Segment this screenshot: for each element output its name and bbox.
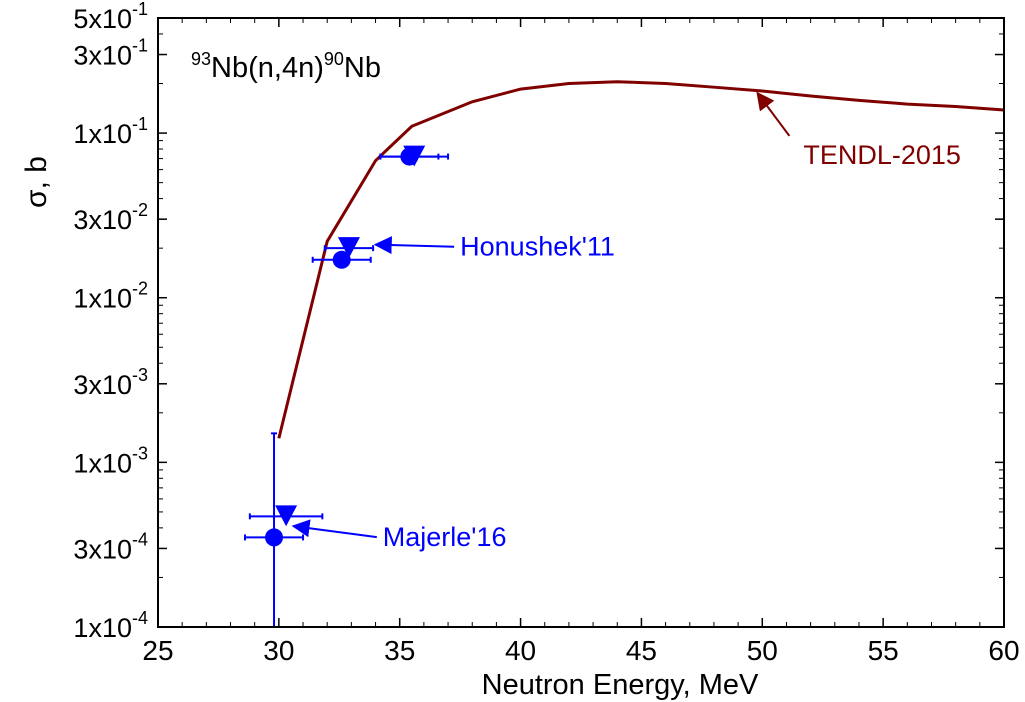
data-point-triangle bbox=[275, 505, 298, 527]
annotations: TENDL-2015 Honushek'11 Majerle'16 bbox=[291, 91, 961, 552]
data-point-circle bbox=[400, 147, 419, 166]
annotation-label: Honushek'11 bbox=[460, 232, 615, 262]
reaction-label-product: Nb bbox=[344, 52, 381, 84]
x-tick-label: 25 bbox=[142, 635, 173, 666]
x-axis-label: Neutron Energy, MeV bbox=[482, 669, 759, 701]
y-tick-label: 1x10-3 bbox=[73, 443, 148, 478]
x-tick-label: 35 bbox=[384, 635, 415, 666]
y-axis-label: σ, b bbox=[20, 156, 53, 208]
x-tick-label: 55 bbox=[868, 635, 899, 666]
plot-frame bbox=[157, 17, 1005, 628]
x-tick-label: 50 bbox=[747, 635, 778, 666]
reaction-label-post-superscript: 90 bbox=[324, 49, 344, 69]
y-tick-label: 3x10-3 bbox=[73, 365, 148, 400]
annotation-arrow bbox=[291, 519, 377, 539]
x-tick-label: 30 bbox=[263, 635, 294, 666]
y-tick-label: 3x10-2 bbox=[73, 200, 148, 235]
x-tick-label: 45 bbox=[626, 635, 657, 666]
annotation-label: TENDL-2015 bbox=[803, 140, 961, 170]
y-tick-label: 3x10-4 bbox=[73, 529, 148, 564]
y-tick-label: 1x10-1 bbox=[73, 114, 148, 149]
data-point-triangle bbox=[337, 237, 360, 259]
reaction-label: 93Nb(n,4n)90Nb bbox=[191, 49, 381, 84]
x-tick-label: 60 bbox=[988, 635, 1019, 666]
annotation-arrow bbox=[373, 236, 455, 255]
x-axis: 25 30 35 40 45 50 55 60 bbox=[142, 18, 1020, 666]
series-line-tendl bbox=[277, 80, 1005, 439]
y-tick-label: 5x10-1 bbox=[73, 0, 148, 34]
y-tick-label: 3x10-1 bbox=[73, 36, 148, 71]
y-tick-label: 1x10-4 bbox=[73, 608, 148, 643]
reaction-label-pre-superscript: 93 bbox=[191, 49, 211, 69]
x-tick-label: 40 bbox=[505, 635, 536, 666]
y-tick-label: 1x10-2 bbox=[73, 279, 148, 314]
annotation-arrow bbox=[756, 91, 791, 137]
plot-area bbox=[244, 80, 1005, 627]
reaction-label-target: Nb(n,4n) bbox=[211, 52, 324, 84]
y-axis: 1x10-4 3x10-4 1x10-3 3x10-3 1x10-2 3x10-2 1x10… bbox=[73, 0, 1004, 643]
data-point-circle bbox=[265, 528, 284, 547]
annotation-label: Majerle'16 bbox=[383, 522, 507, 552]
data-point-circle bbox=[332, 250, 351, 269]
